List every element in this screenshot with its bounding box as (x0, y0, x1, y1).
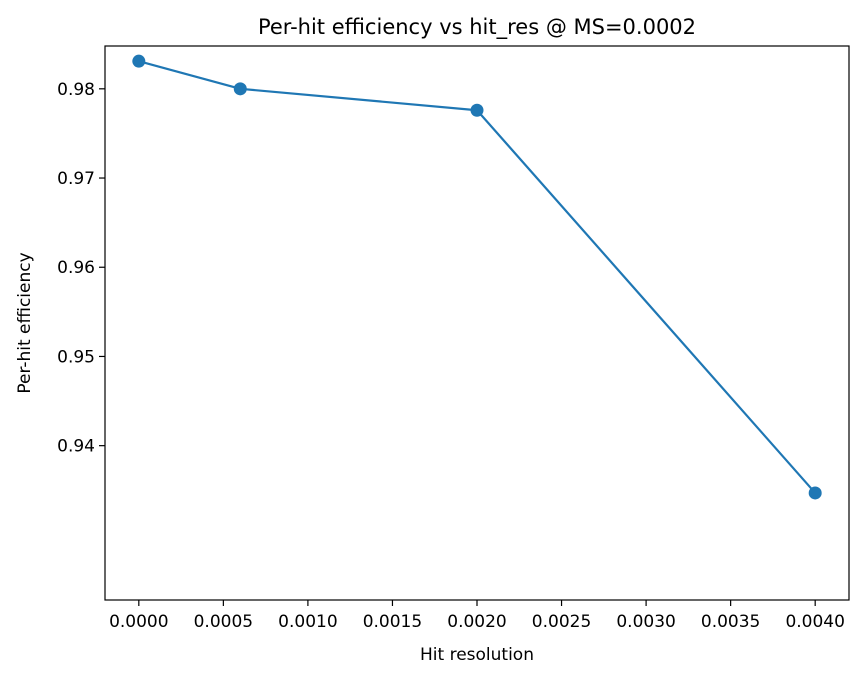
x-tick-label: 0.0025 (532, 612, 591, 632)
x-tick-label: 0.0020 (447, 612, 506, 632)
x-tick-label: 0.0000 (109, 612, 168, 632)
x-axis-label: Hit resolution (420, 645, 534, 665)
y-tick-label: 0.97 (57, 169, 95, 189)
y-tick-label: 0.95 (57, 347, 95, 367)
x-tick-label: 0.0015 (363, 612, 422, 632)
chart-title: Per-hit efficiency vs hit_res @ MS=0.000… (258, 15, 696, 40)
data-point (470, 103, 484, 117)
y-tick-label: 0.96 (57, 258, 95, 278)
y-tick-label: 0.98 (57, 80, 95, 100)
x-tick-label: 0.0040 (785, 612, 844, 632)
x-tick-label: 0.0005 (194, 612, 253, 632)
y-tick-label: 0.94 (57, 437, 95, 457)
x-tick-label: 0.0030 (616, 612, 675, 632)
y-axis-ticks: 0.94 0.95 0.96 0.97 0.98 (57, 80, 105, 457)
series-line (138, 60, 817, 494)
y-axis-label: Per-hit efficiency (15, 252, 35, 393)
plot-frame (104, 45, 850, 601)
x-axis-ticks: 0.0000 0.0005 0.0010 0.0015 0.0020 0.0025 0.00… (109, 600, 845, 632)
data-point (132, 54, 146, 68)
data-point (808, 486, 822, 500)
x-tick-label: 0.0010 (278, 612, 337, 632)
series-layer (132, 54, 822, 500)
x-tick-label: 0.0035 (701, 612, 760, 632)
data-point (233, 82, 247, 96)
